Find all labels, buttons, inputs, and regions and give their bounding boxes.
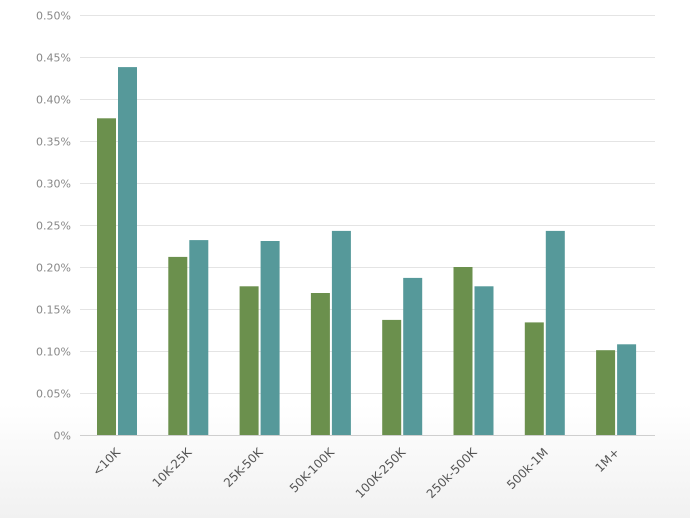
bar-series-1-500k-1m — [524, 322, 544, 435]
y-tick-label: 0.25% — [36, 220, 71, 233]
bar-series-2-10k — [118, 67, 137, 435]
bar-series-1-10k-25k — [168, 256, 188, 435]
y-axis-tick-labels: 0% 0.05% 0.10% 0.15% 0.20% 0.25% 0.30% 0.35% 0.4… — [36, 10, 71, 443]
bar-series-1-25k-50k — [239, 286, 259, 435]
y-tick-label: 0.50% — [36, 10, 71, 23]
y-tick-label: 0.35% — [36, 136, 71, 149]
x-tick-label: 500k-1M — [504, 445, 551, 492]
gridlines — [80, 15, 655, 394]
bar-series-1-1m — [596, 350, 616, 435]
x-tick-label: <10K — [90, 444, 124, 478]
bar-series-1-100k-250k — [382, 319, 402, 435]
x-tick-label: 25K-50K — [221, 444, 267, 490]
x-axis-tick-labels: <10K 10K-25K 25K-50K 50K-100K 100K-250K 250k-… — [90, 444, 622, 501]
x-tick-label: 250k-500K — [424, 444, 481, 501]
bar-series-2-1m — [617, 344, 637, 435]
x-tick-label: 10K-25K — [150, 444, 196, 490]
bar-series-2-100k-250k — [403, 277, 423, 435]
bar-series-2-250k-500k — [474, 286, 494, 435]
y-tick-label: 0.45% — [36, 52, 71, 65]
bar-series-1-50k-100k — [310, 293, 330, 435]
y-tick-label: 0.30% — [36, 178, 71, 191]
bar-series-2-50k-100k — [331, 230, 351, 435]
bar-series-2-500k-1m — [545, 230, 565, 435]
bar-series-2-25k-50k — [260, 241, 280, 435]
y-tick-label: 0.10% — [36, 346, 71, 359]
y-tick-label: 0% — [54, 430, 71, 443]
bar-series-2-10k-25k — [189, 240, 209, 435]
x-tick-label: 1M+ — [592, 445, 622, 475]
bar-series-1-250k-500k — [453, 267, 473, 435]
x-tick-label: 100K-250K — [353, 444, 409, 500]
y-tick-label: 0.05% — [36, 388, 71, 401]
x-tick-label: 50K-100K — [287, 444, 338, 495]
y-tick-label: 0.20% — [36, 262, 71, 275]
y-tick-label: 0.15% — [36, 304, 71, 317]
y-tick-label: 0.40% — [36, 94, 71, 107]
bars — [97, 67, 637, 436]
bar-series-1-10k — [97, 118, 116, 436]
